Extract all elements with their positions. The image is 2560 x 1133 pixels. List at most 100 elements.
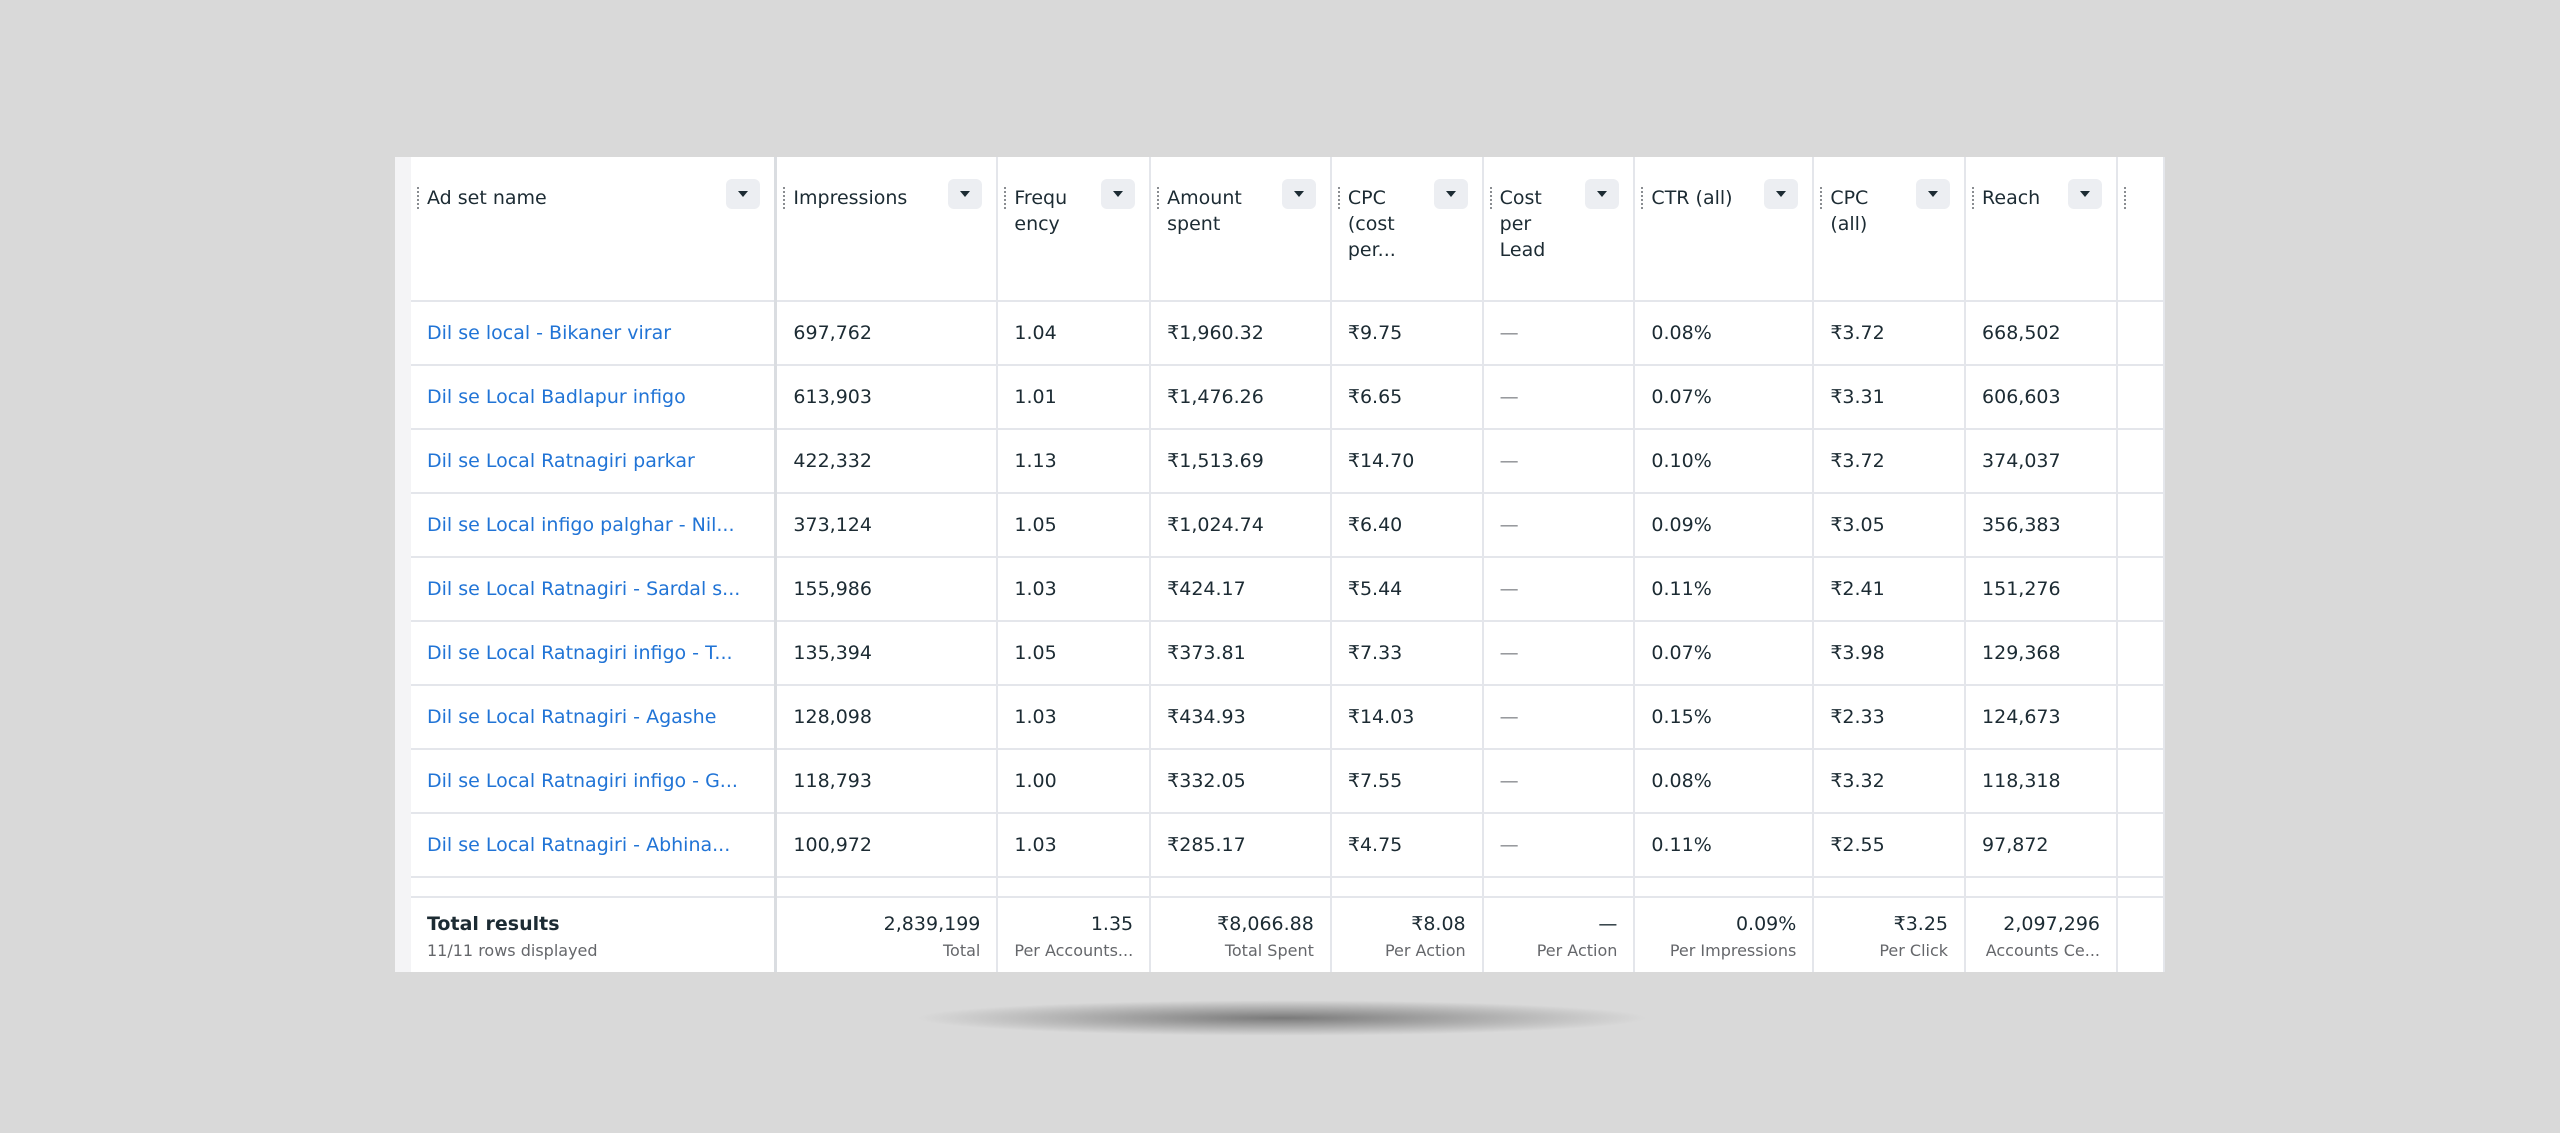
column-menu-button[interactable] — [2068, 179, 2102, 209]
column-header: Frequency — [997, 157, 1152, 302]
cell: ₹434.93 — [1150, 685, 1332, 750]
column-menu-button[interactable] — [1101, 179, 1136, 209]
cell: 118,793 — [775, 749, 999, 814]
total-value: 2,097,296 — [2003, 913, 2100, 935]
ad-set-link[interactable]: Dil se local - Bikaner virar — [411, 301, 778, 366]
total-value: — — [1598, 913, 1618, 935]
cell: ₹5.44 — [1330, 557, 1484, 622]
report-card: Ad set name Impressions Frequency Amount sp… — [395, 157, 2165, 972]
column-header: CPC (cost per... — [1330, 157, 1484, 302]
ad-set-link[interactable]: Dil se Local Ratnagiri - Agashe — [411, 685, 778, 750]
column-header: Amount spent — [1150, 157, 1332, 302]
column-menu-button[interactable] — [1585, 179, 1620, 209]
total-cell: 1.35 Per Accounts... — [997, 897, 1152, 972]
column-header: Impressions — [775, 157, 999, 302]
cell: ₹6.65 — [1330, 365, 1484, 430]
cell: ₹6.40 — [1330, 493, 1484, 558]
cell: ₹7.33 — [1330, 621, 1484, 686]
cell: ₹424.17 — [1150, 557, 1332, 622]
ads-table: Ad set name Impressions Frequency Amount sp… — [411, 157, 2165, 972]
spacer — [2117, 685, 2165, 750]
cell: 1.00 — [997, 749, 1152, 814]
ad-set-link[interactable]: Dil se Local Badlapur infigo — [411, 365, 778, 430]
ad-set-link[interactable]: Dil se Local Ratnagiri - Abhina... — [411, 813, 778, 878]
total-value: ₹8,066.88 — [1217, 913, 1314, 935]
column-menu-button[interactable] — [1764, 179, 1799, 209]
ad-set-link[interactable]: Dil se Local Ratnagiri infigo - T... — [411, 621, 778, 686]
column-header: Reach — [1965, 157, 2118, 302]
table-row: Dil se Local Ratnagiri parkar 422,332 1.13… — [411, 429, 2165, 494]
column-label: Reach — [1982, 187, 2041, 209]
total-title: Total results — [427, 913, 560, 935]
cell: ₹1,513.69 — [1150, 429, 1332, 494]
cell: ₹2.33 — [1813, 685, 1967, 750]
cell: ₹3.72 — [1813, 429, 1967, 494]
column-menu-button[interactable] — [1281, 179, 1316, 209]
ad-set-link[interactable]: Dil se Local Ratnagiri - Sardal s... — [411, 557, 778, 622]
column-label: Frequency — [1014, 187, 1068, 235]
cell: 0.11% — [1634, 557, 1815, 622]
cell: 374,037 — [1965, 429, 2118, 494]
total-cell: 2,097,296 Accounts Ce... — [1965, 897, 2118, 972]
cell: 118,318 — [1965, 749, 2118, 814]
cell: 697,762 — [775, 301, 999, 366]
spacer — [2117, 813, 2165, 878]
cell: 100,972 — [775, 813, 999, 878]
cell: ₹2.55 — [1813, 813, 1967, 878]
total-cell: 0.09% Per Impressions — [1634, 897, 1815, 972]
total-cell: ₹8,066.88 Total Spent — [1150, 897, 1332, 972]
cell: 1.03 — [997, 557, 1152, 622]
cell: 151,276 — [1965, 557, 2118, 622]
cell: 1.13 — [997, 429, 1152, 494]
cell: 128,098 — [775, 685, 999, 750]
column-label: Cost per Lead — [1499, 187, 1546, 261]
column-label: CTR (all) — [1651, 187, 1733, 209]
total-cell: ₹8.08 Per Action — [1330, 897, 1484, 972]
cell: 668,502 — [1965, 301, 2118, 366]
cell: ₹14.70 — [1330, 429, 1484, 494]
column-header: Cost per Lead — [1482, 157, 1636, 302]
column-menu-button[interactable] — [948, 179, 983, 209]
cell: ₹14.03 — [1330, 685, 1484, 750]
cell: ₹1,960.32 — [1150, 301, 1332, 366]
total-value: 0.09% — [1735, 913, 1797, 935]
total-caption: Per Click — [1879, 941, 1949, 960]
cell: 1.03 — [997, 685, 1152, 750]
cell: 135,394 — [775, 621, 999, 686]
column-label: Impressions — [793, 187, 908, 209]
cell — [2117, 877, 2165, 898]
ad-set-link[interactable]: Dil se Local Ratnagiri infigo - G... — [411, 749, 778, 814]
cell — [1965, 877, 2118, 898]
spacer — [2117, 557, 2165, 622]
cell — [1150, 877, 1332, 898]
column-label: CPC (cost per... — [1347, 187, 1396, 261]
ad-set-link[interactable]: Dil se Local Ratnagiri parkar — [411, 429, 778, 494]
total-value: ₹3.25 — [1893, 913, 1949, 935]
cell: 1.05 — [997, 493, 1152, 558]
column-menu-button[interactable] — [726, 179, 761, 209]
column-menu-button[interactable] — [1916, 179, 1951, 209]
spacer — [2117, 493, 2165, 558]
cell: 1.05 — [997, 621, 1152, 686]
total-cell: 2,839,199 Total — [775, 897, 999, 972]
cell: 0.08% — [1634, 749, 1815, 814]
cell: — — [1482, 557, 1636, 622]
cell: — — [1482, 621, 1636, 686]
cell: ₹2.41 — [1813, 557, 1967, 622]
table-row: Dil se Local Badlapur infigo 613,903 1.01 ₹… — [411, 365, 2165, 430]
column-header: CTR (all) — [1634, 157, 1815, 302]
cell — [1482, 877, 1636, 898]
table-row: Dil se Local Ratnagiri - Abhina... 100,97… — [411, 813, 2165, 878]
cell: 129,368 — [1965, 621, 2118, 686]
cell: ₹3.05 — [1813, 493, 1967, 558]
cell — [411, 877, 778, 898]
cell: — — [1482, 365, 1636, 430]
ad-set-link[interactable]: Dil se Local infigo palghar - Nil... — [411, 493, 778, 558]
cell — [1330, 877, 1484, 898]
cell: 0.08% — [1634, 301, 1815, 366]
column-menu-button[interactable] — [1433, 179, 1468, 209]
cell: ₹3.32 — [1813, 749, 1967, 814]
cell: ₹332.05 — [1150, 749, 1332, 814]
cell: 0.15% — [1634, 685, 1815, 750]
cell: ₹1,024.74 — [1150, 493, 1332, 558]
